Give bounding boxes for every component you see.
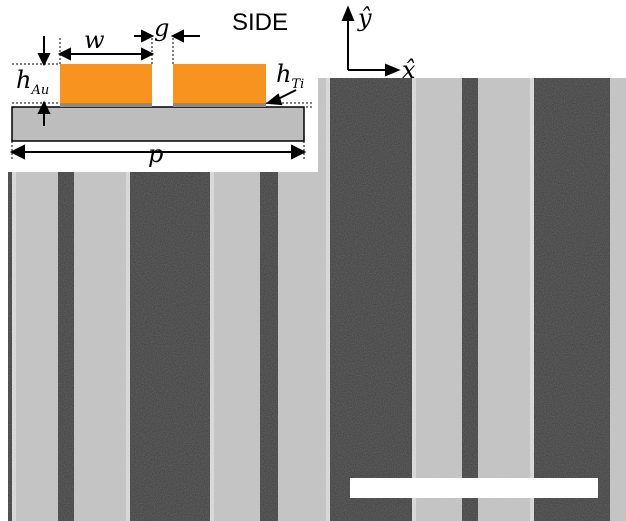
scale-bar [350, 478, 598, 498]
h-ti-label: hTi [276, 60, 304, 92]
period-arrow [9, 144, 307, 160]
side-label: SIDE [232, 9, 288, 36]
x-axis-label: x̂ [402, 56, 416, 84]
y-axis-label: ŷ [357, 4, 372, 32]
gap-arrows [134, 29, 200, 43]
h-au-sub: Au [30, 83, 49, 98]
coordinate-axes: ŷ x̂ [341, 4, 416, 84]
gold-bar-left [60, 64, 152, 103]
h-au-arrows [37, 36, 51, 126]
h-au-base: h [16, 66, 31, 94]
side-view-schematic: SIDE w g p hAu hTi [9, 9, 312, 168]
width-arrow [57, 47, 155, 61]
axes-panel [318, 0, 626, 78]
ti-layer-right [173, 103, 266, 107]
h-ti-arrow [265, 89, 297, 106]
h-au-label: hAu [16, 66, 49, 98]
p-label: p [148, 140, 163, 168]
h-ti-base: h [276, 60, 291, 88]
g-label: g [154, 14, 169, 42]
ti-layer-left [60, 103, 152, 107]
w-label: w [84, 26, 105, 54]
substrate [11, 106, 305, 142]
h-ti-sub: Ti [291, 77, 304, 92]
guide-lines [11, 38, 312, 160]
gold-bar-right [173, 64, 266, 103]
